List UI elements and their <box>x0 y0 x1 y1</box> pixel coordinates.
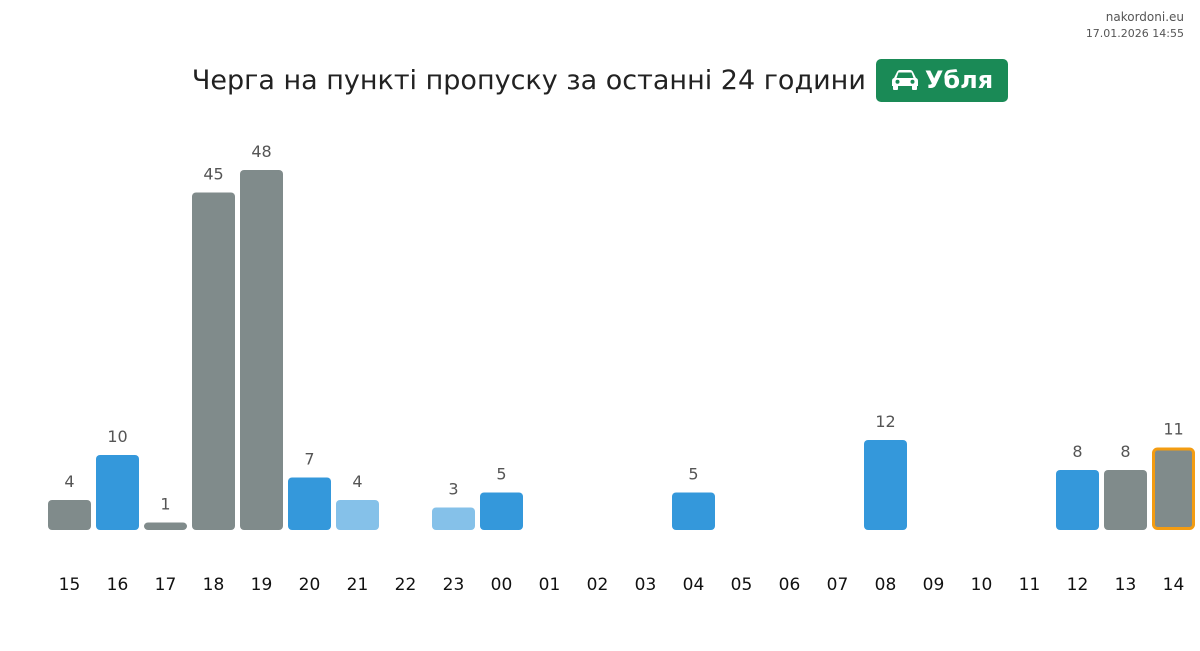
timestamp: 17.01.2026 14:55 <box>1085 27 1184 40</box>
hour-label-21: 21 <box>347 575 369 595</box>
value-label-19: 48 <box>251 142 271 161</box>
value-label-04: 5 <box>688 465 698 484</box>
hour-label-02: 02 <box>587 575 609 595</box>
hour-label-09: 09 <box>923 575 945 595</box>
hour-label-10: 10 <box>971 575 993 595</box>
hour-label-11: 11 <box>1019 575 1041 595</box>
value-label-14: 11 <box>1163 420 1183 439</box>
value-label-12: 8 <box>1072 442 1082 461</box>
checkpoint-badge: Убля <box>875 58 1009 102</box>
hour-label-07: 07 <box>827 575 849 595</box>
value-label-00: 5 <box>496 465 506 484</box>
bar-13 <box>1104 470 1147 530</box>
site-name: nakordoni.eu <box>1105 10 1184 24</box>
car-icon <box>891 70 918 90</box>
hour-label-04: 04 <box>683 575 705 595</box>
bar-20 <box>288 477 331 530</box>
hour-label-15: 15 <box>59 575 81 595</box>
value-label-23: 3 <box>448 480 458 499</box>
value-label-08: 12 <box>875 412 895 431</box>
chart-title: Черга на пункті пропуску за останні 24 г… <box>191 64 866 96</box>
value-label-17: 1 <box>160 495 170 514</box>
bar-19 <box>240 170 283 530</box>
chart-title-row: Черга на пункті пропуску за останні 24 г… <box>0 58 1200 102</box>
bar-16 <box>96 455 139 530</box>
hour-label-13: 13 <box>1115 575 1137 595</box>
bar-00 <box>480 492 523 530</box>
bar-23 <box>432 507 475 530</box>
hour-label-05: 05 <box>731 575 753 595</box>
value-label-20: 7 <box>304 450 314 469</box>
bar-21 <box>336 500 379 530</box>
value-label-13: 8 <box>1120 442 1130 461</box>
hour-label-08: 08 <box>875 575 897 595</box>
bar-14 <box>1152 447 1195 530</box>
bar-12 <box>1056 470 1099 530</box>
hour-label-00: 00 <box>491 575 513 595</box>
value-label-18: 45 <box>203 165 223 184</box>
value-label-21: 4 <box>352 472 362 491</box>
hour-label-19: 19 <box>251 575 273 595</box>
hour-label-03: 03 <box>635 575 657 595</box>
bar-15 <box>48 500 91 530</box>
hour-label-18: 18 <box>203 575 225 595</box>
hour-label-23: 23 <box>443 575 465 595</box>
hour-label-01: 01 <box>539 575 561 595</box>
hour-label-22: 22 <box>395 575 417 595</box>
hour-label-14: 14 <box>1163 575 1185 595</box>
bar-04 <box>672 492 715 530</box>
hour-label-17: 17 <box>155 575 177 595</box>
bar-18 <box>192 192 235 530</box>
value-label-16: 10 <box>107 427 127 446</box>
hour-label-16: 16 <box>107 575 129 595</box>
bar-17 <box>144 522 187 530</box>
checkpoint-name: Убля <box>924 66 994 94</box>
value-label-15: 4 <box>64 472 74 491</box>
hour-label-06: 06 <box>779 575 801 595</box>
hour-label-12: 12 <box>1067 575 1089 595</box>
bar-08 <box>864 440 907 530</box>
hour-label-20: 20 <box>299 575 321 595</box>
